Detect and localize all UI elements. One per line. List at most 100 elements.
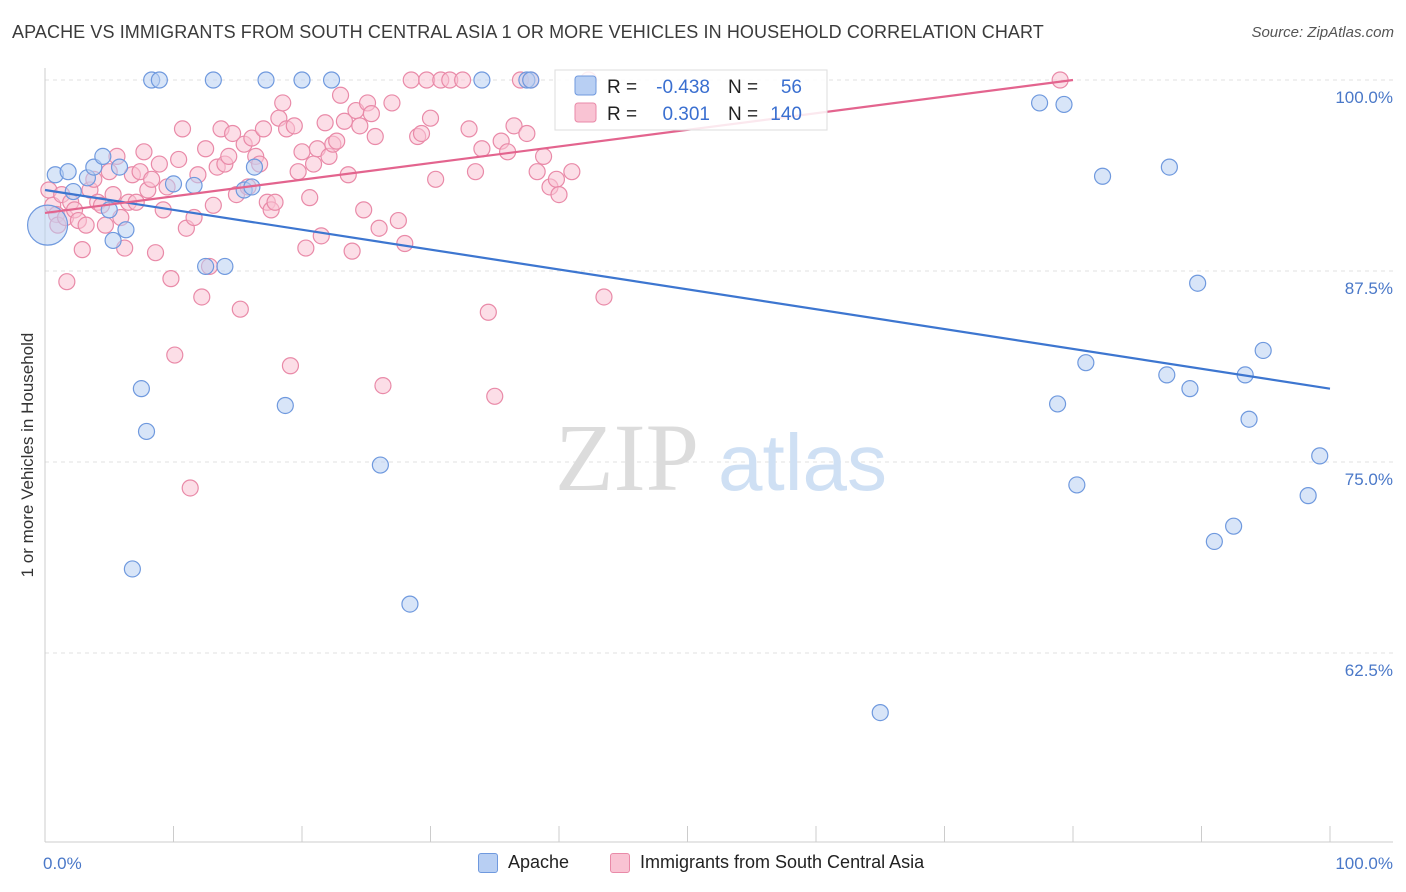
legend-r-label-apache: R =: [607, 77, 637, 98]
point-asia-30: [150, 155, 168, 173]
point-asia-108: [505, 117, 523, 135]
point-apache-41: [1158, 366, 1176, 384]
point-apache-8: [104, 231, 122, 250]
point-apache-42: [1181, 380, 1199, 398]
point-asia-29: [146, 244, 165, 262]
point-apache-11: [132, 380, 150, 398]
point-apache-17: [185, 176, 203, 195]
trend-line-asia: [44, 78, 1074, 215]
point-asia-115: [547, 170, 566, 188]
legend-n-value-apache: 56: [781, 77, 802, 98]
point-asia-92: [402, 71, 420, 89]
point-asia-28: [143, 170, 161, 188]
legend-n-label-apache: N =: [728, 77, 758, 98]
point-asia-60: [266, 193, 284, 211]
point-asia-76: [328, 132, 346, 150]
point-asia-113: [534, 147, 553, 165]
point-asia-69: [301, 189, 319, 207]
point-asia-6: [58, 273, 76, 291]
point-asia-65: [285, 117, 303, 135]
point-apache-32: [522, 71, 540, 89]
point-apache-45: [1225, 517, 1243, 535]
point-apache-12: [137, 422, 156, 441]
point-apache-34: [1030, 94, 1049, 112]
trend-line-apache: [44, 188, 1331, 390]
point-asia-91: [396, 234, 414, 253]
point-apache-35: [1048, 395, 1067, 413]
watermark: ZIP atlas: [555, 404, 887, 511]
legend-n-value-asia: 140: [770, 104, 802, 125]
watermark-atlas: atlas: [718, 418, 887, 507]
point-apache-50: [1311, 447, 1329, 465]
point-asia-42: [197, 140, 215, 158]
legend-swatch-asia: [574, 102, 597, 123]
point-asia-34: [166, 346, 184, 364]
point-asia-44: [204, 196, 222, 214]
point-asia-82: [351, 117, 369, 135]
point-asia-62: [274, 94, 292, 112]
bottom-legend-item-apache[interactable]: Apache: [478, 852, 569, 873]
point-asia-73: [316, 114, 334, 132]
point-apache-13: [123, 560, 141, 578]
watermark-zip: ZIP: [555, 404, 699, 511]
bottom-legend-item-asia[interactable]: Immigrants from South Central Asia: [610, 852, 924, 873]
x-tick-label-1: 100.0%: [1335, 854, 1393, 873]
point-asia-49: [224, 124, 242, 143]
legend-r-label-asia: R =: [607, 104, 637, 125]
point-asia-112: [528, 163, 546, 181]
y-tick-label-3: 62.5%: [1345, 661, 1393, 680]
bottom-legend-swatch-asia: [610, 852, 630, 873]
legend-r-value-asia: 0.301: [662, 104, 710, 125]
point-asia-26: [135, 143, 153, 161]
point-asia-102: [466, 163, 485, 181]
point-asia-78: [335, 112, 354, 130]
point-asia-89: [383, 94, 401, 112]
point-apache-16: [164, 175, 183, 193]
point-asia-68: [297, 239, 315, 257]
point-apache-49: [1299, 487, 1317, 505]
point-apache-29: [401, 595, 419, 613]
point-asia-117: [563, 163, 581, 181]
y-tick-label-0: 100.0%: [1335, 88, 1393, 107]
point-asia-85: [362, 105, 380, 123]
point-asia-105: [486, 387, 504, 405]
point-asia-54: [243, 129, 261, 147]
point-asia-110: [518, 124, 536, 143]
x-tick-label-0: 0.0%: [43, 854, 82, 873]
point-apache-19: [204, 71, 222, 89]
point-asia-83: [355, 201, 373, 219]
point-asia-41: [193, 288, 211, 306]
point-asia-101: [460, 120, 478, 138]
point-apache-28: [371, 456, 389, 474]
axes: [44, 68, 1393, 843]
point-apache-25: [276, 396, 294, 415]
point-asia-66: [289, 163, 307, 181]
point-apache-6: [94, 147, 112, 165]
point-asia-87: [370, 219, 388, 237]
point-asia-36: [173, 120, 192, 138]
point-asia-72: [312, 227, 330, 245]
point-apache-39: [1093, 167, 1112, 185]
bottom-legend-label-asia: Immigrants from South Central Asia: [640, 852, 925, 872]
point-apache-3: [64, 182, 82, 201]
source-label: Source: ZipAtlas.com: [1251, 24, 1394, 41]
point-apache-43: [1189, 274, 1207, 292]
point-asia-16: [96, 216, 114, 234]
point-asia-38: [181, 479, 199, 497]
point-apache-10: [117, 221, 135, 239]
point-asia-11: [77, 216, 95, 234]
point-asia-33: [162, 270, 180, 288]
point-apache-33: [871, 703, 889, 722]
point-apache-38: [1077, 354, 1095, 372]
point-asia-51: [231, 300, 249, 318]
point-apache-15: [150, 71, 168, 89]
point-apache-18: [197, 257, 215, 276]
point-apache-9: [110, 158, 129, 176]
point-apache-47: [1240, 410, 1258, 428]
point-asia-119: [595, 288, 613, 306]
legend: R = -0.438 N = 56 R = 0.301 N = 140: [554, 69, 828, 131]
point-apache-23: [245, 158, 264, 176]
point-apache-40: [1160, 158, 1178, 176]
point-asia-35: [170, 150, 188, 169]
